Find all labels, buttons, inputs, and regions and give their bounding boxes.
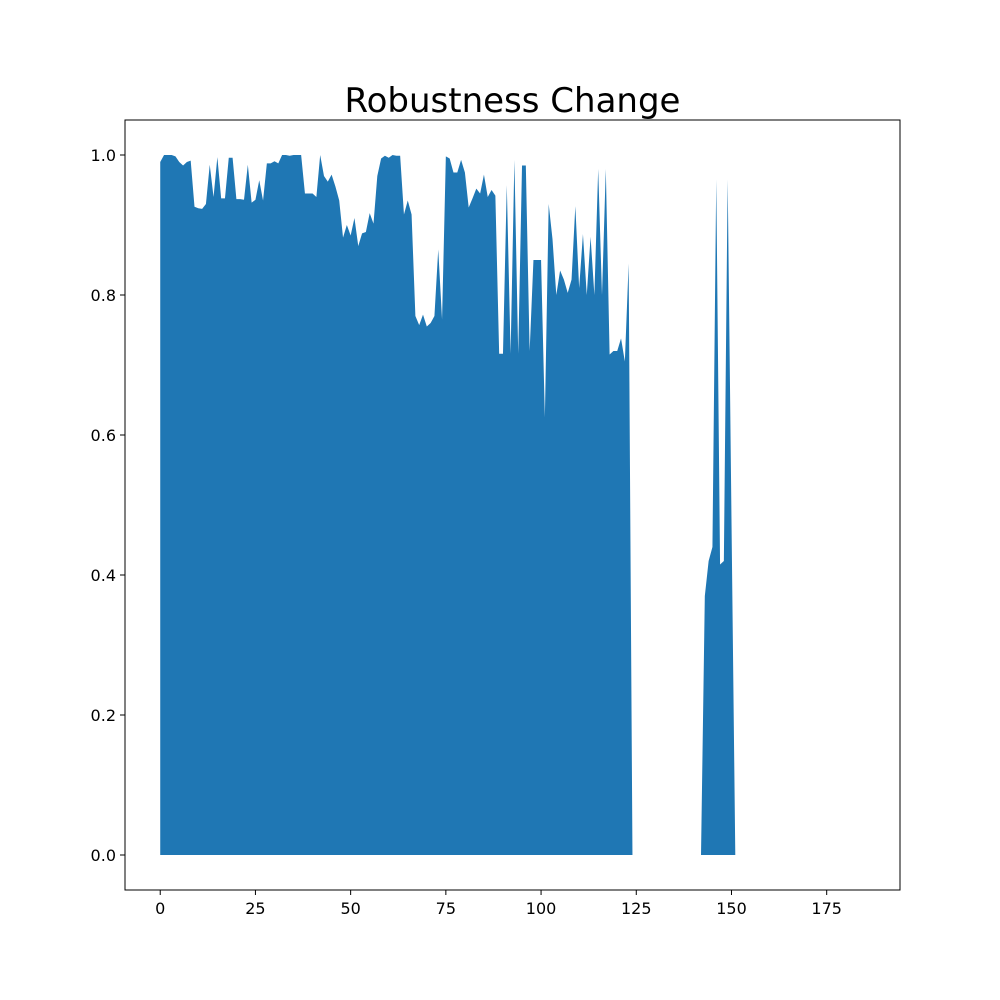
y-tick-label: 0.4 [91, 566, 116, 585]
x-tick-label: 100 [526, 899, 557, 918]
y-tick-label: 1.0 [91, 146, 116, 165]
x-tick-label: 0 [155, 899, 165, 918]
x-tick-label: 25 [245, 899, 265, 918]
x-tick-label: 50 [340, 899, 360, 918]
y-tick-label: 0.0 [91, 846, 116, 865]
area-series-2 [701, 179, 736, 855]
y-axis: 0.0 0.2 0.4 0.6 0.8 1.0 [91, 146, 125, 865]
plot-frame [124, 119, 901, 891]
x-axis: 0 25 50 75 100 125 150 175 [155, 890, 842, 918]
chart-title: Robustness Change [345, 81, 681, 121]
x-tick-label: 175 [811, 899, 842, 918]
x-tick-label: 150 [716, 899, 747, 918]
y-tick-label: 0.6 [91, 426, 116, 445]
x-tick-label: 125 [621, 899, 652, 918]
y-tick-label: 0.8 [91, 286, 116, 305]
y-tick-label: 0.2 [91, 706, 116, 725]
area-series-1 [160, 155, 633, 855]
x-tick-label: 75 [436, 899, 456, 918]
area-series-group [160, 155, 736, 855]
